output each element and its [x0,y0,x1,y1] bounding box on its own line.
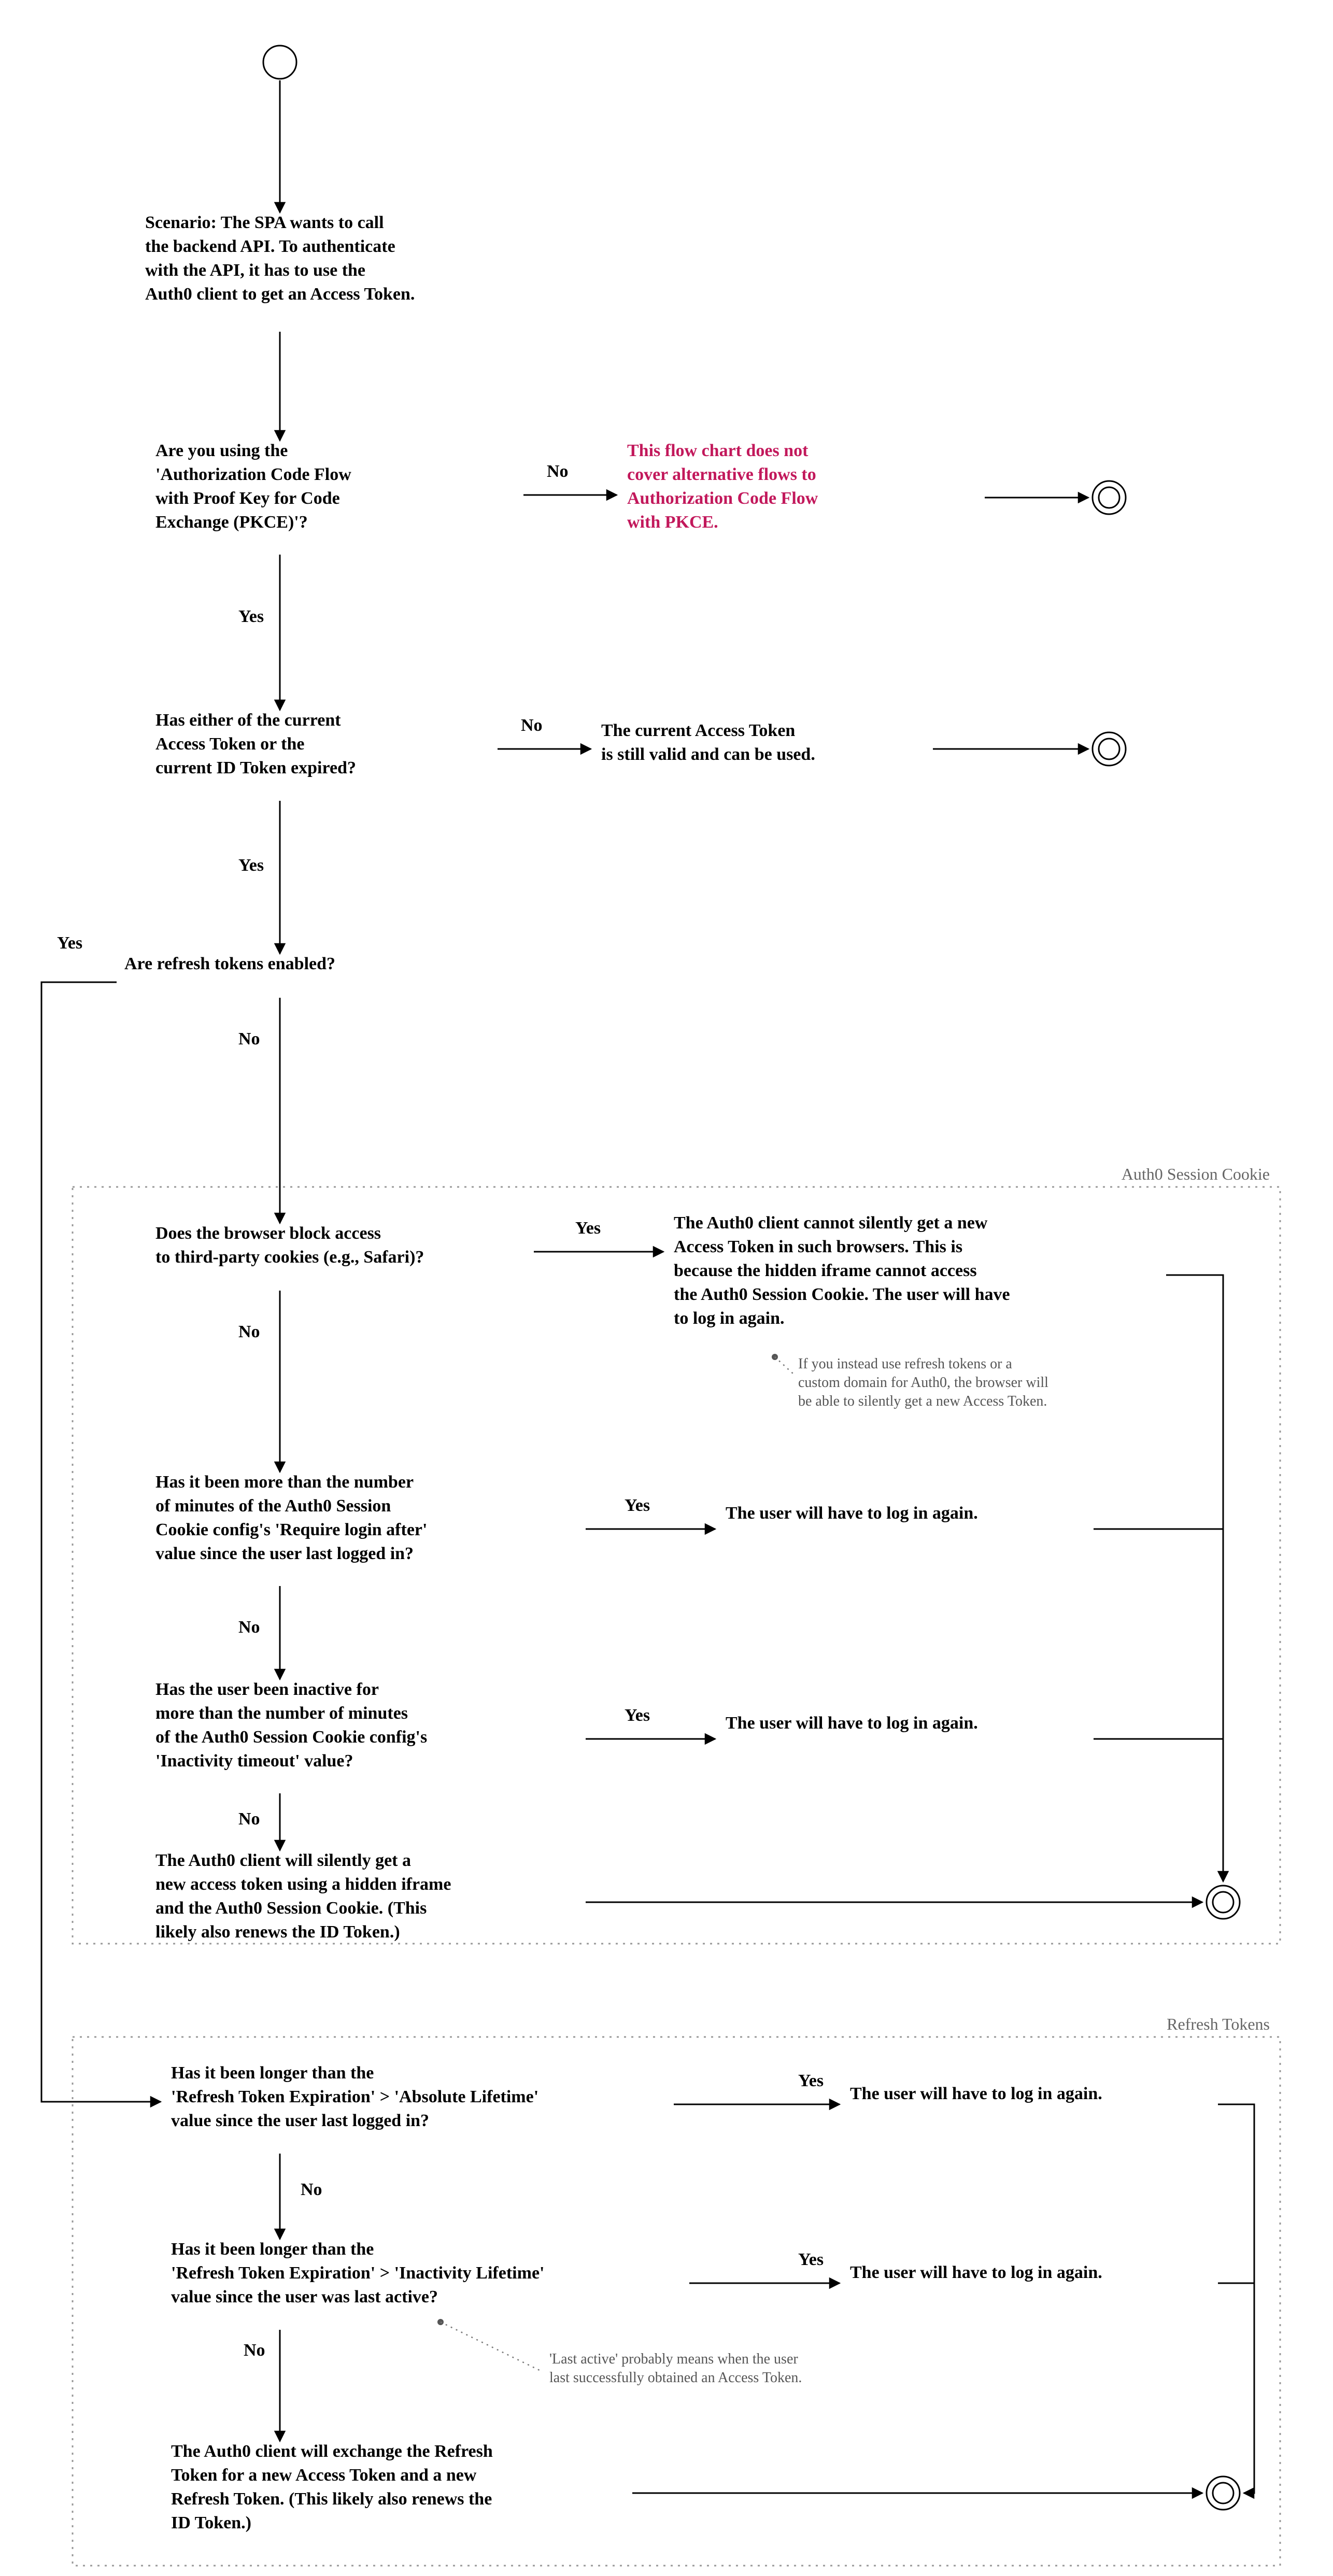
edge-label-q_block3p-a_block3p: Yes [575,1219,601,1238]
edge-label-q_abslife-q_inactlife: No [301,2180,322,2199]
node-q_refresh: Are refresh tokens enabled? [124,954,335,973]
node-q_expired: Has either of the currentAccess Token or… [155,711,356,777]
edge-label-q_inact-a_silent: No [238,1809,260,1829]
edge-label-q_pkce-q_expired: Yes [238,607,264,626]
flowchart-canvas: Auth0 Session Cookie Refresh Tokens No Yes… [0,0,1333,2576]
edge-a_login1-to-end_cookie [1094,1529,1223,1881]
edge-label-q_refresh-q_block3p: No [238,1029,260,1049]
region-label-region_refresh: Refresh Tokens [1167,2015,1270,2033]
edge-label-q_reqlogin-q_inact: No [238,1618,260,1637]
node-a_login1: The user will have to log in again. [726,1504,978,1523]
node-q_block3p: Does the browser block accessto third-pa… [155,1224,424,1267]
node-a_block3p: The Auth0 client cannot silently get a n… [674,1213,1010,1328]
node-q_inact: Has the user been inactive formore than … [155,1680,427,1771]
edge-label-q_refresh-q_abslife: Yes [57,933,82,953]
node-a_valid: The current Access Tokenis still valid a… [601,721,815,764]
end-node-inner-end_valid [1099,739,1119,759]
node-q_inactlife: Has it been longer than the'Refresh Toke… [171,2240,544,2306]
edge-a_login2-to-end_cookie [1094,1739,1223,1881]
node-a_login2: The user will have to log in again. [726,1714,978,1733]
note-note_block: If you instead use refresh tokens or acu… [798,1356,1048,1409]
end-node-outer-end_pkce [1093,481,1126,514]
node-scenario: Scenario: The SPA wants to callthe backe… [145,213,415,304]
node-a_login3: The user will have to log in again. [850,2084,1102,2103]
node-q_abslife: Has it been longer than the'Refresh Toke… [171,2063,538,2130]
edge-label-q_inactlife-a_login4: Yes [798,2250,824,2269]
edge-label-q_abslife-a_login3: Yes [798,2071,824,2090]
edge-a_login4-to-end_refresh [1218,2283,1254,2493]
edge-a_block3p-to-end_cookie [1166,1275,1223,1881]
edge-q_refresh-to-q_abslife [41,982,161,2102]
edge-label-q_reqlogin-a_login1: Yes [625,1496,650,1515]
note-note_active: 'Last active' probably means when the us… [549,2351,802,2386]
start-node [263,46,296,79]
end-node-outer-end_refresh [1207,2476,1240,2510]
edge-a_login3-to-end_refresh [1218,2104,1254,2493]
edge-label-q_pkce-warn_pkce: No [547,462,569,481]
end-node-inner-end_refresh [1213,2483,1233,2503]
edge-label-q_inactlife-a_exchange: No [244,2341,265,2360]
node-a_silent: The Auth0 client will silently get anew … [155,1851,451,1942]
edge-label-q_inact-a_login2: Yes [625,1706,650,1725]
note-leader-1 [441,2322,542,2371]
node-warn_pkce: This flow chart does notcover alternativ… [627,441,818,532]
end-node-outer-end_valid [1093,732,1126,766]
edge-label-q_expired-q_refresh: Yes [238,856,264,875]
node-a_exchange: The Auth0 client will exchange the Refre… [171,2442,493,2532]
node-q_reqlogin: Has it been more than the numberof minut… [155,1473,427,1563]
edge-label-q_block3p-q_reqlogin: No [238,1322,260,1341]
node-a_login4: The user will have to log in again. [850,2263,1102,2282]
end-node-inner-end_cookie [1213,1892,1233,1913]
note-leader-0 [775,1357,793,1374]
node-q_pkce: Are you using the'Authorization Code Flo… [155,441,351,532]
end-node-outer-end_cookie [1207,1886,1240,1919]
end-node-inner-end_pkce [1099,487,1119,508]
edge-label-q_expired-a_valid: No [521,716,543,735]
region-label-region_cookie: Auth0 Session Cookie [1122,1165,1270,1183]
